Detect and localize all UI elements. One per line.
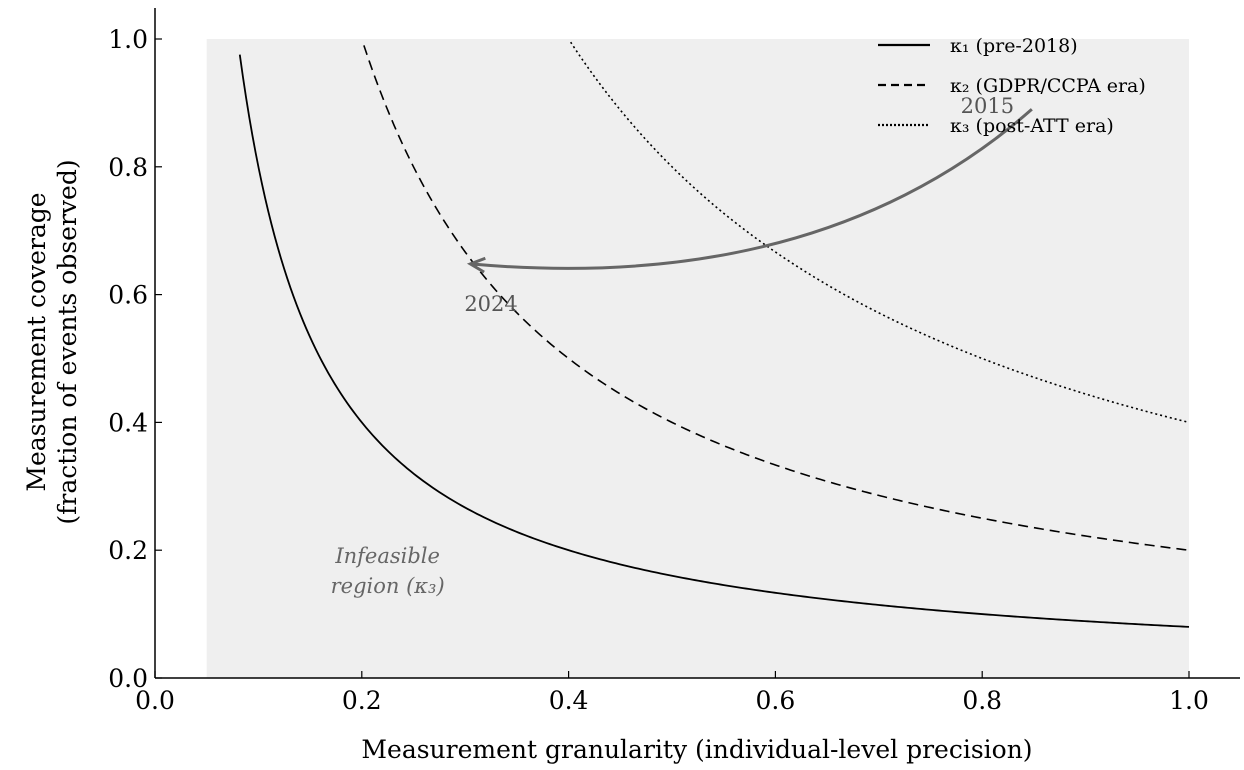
x-tick-label: 0.8 <box>962 686 1002 715</box>
series-line-k3 <box>570 41 1190 424</box>
annotation-2015: 2015 <box>961 94 1014 118</box>
y-tick-label: 0.0 <box>108 664 148 693</box>
x-tick-label: 0.0 <box>135 686 175 715</box>
legend: κ₁ (pre-2018) κ₂ (GDPR/CCPA era) κ₃ (pos… <box>878 35 1146 137</box>
x-tick-label: 0.4 <box>549 686 589 715</box>
legend-entry-k2: κ₂ (GDPR/CCPA era) <box>950 75 1146 97</box>
series-line-k2 <box>363 45 1190 551</box>
y-tick-label: 1.0 <box>108 25 148 54</box>
curves <box>238 41 1190 628</box>
y-axis-label-line1: Measurement coverage <box>22 192 51 491</box>
annotation-2024: 2024 <box>464 292 517 316</box>
x-tick-label: 0.2 <box>342 686 382 715</box>
region-label-line2: region (κ₃) <box>331 574 445 598</box>
trend-arrow-head <box>466 256 486 274</box>
series-line-k1 <box>238 54 1190 628</box>
ticks: 0.0 0.2 0.4 0.6 0.8 1.0 0.0 0.2 0.4 0.6 0.8 1.0 <box>108 25 1209 715</box>
x-tick-label: 0.6 <box>756 686 796 715</box>
x-tick-label: 1.0 <box>1169 686 1209 715</box>
y-tick-label: 0.4 <box>108 408 148 437</box>
infeasible-region <box>206 39 1189 678</box>
y-tick-label: 0.8 <box>108 153 148 182</box>
y-tick-label: 0.2 <box>108 536 148 565</box>
legend-entry-k3: κ₃ (post-ATT era) <box>950 115 1114 137</box>
x-axis-label: Measurement granularity (individual-leve… <box>361 735 1032 764</box>
y-axis-label-line2: (fraction of events observed) <box>53 159 82 524</box>
legend-entry-k1: κ₁ (pre-2018) <box>950 35 1078 57</box>
axes <box>154 8 1240 679</box>
trend-arrow-shaft <box>470 108 1033 270</box>
y-tick-label: 0.6 <box>108 281 148 310</box>
region-label-line1: Infeasible <box>334 544 440 568</box>
